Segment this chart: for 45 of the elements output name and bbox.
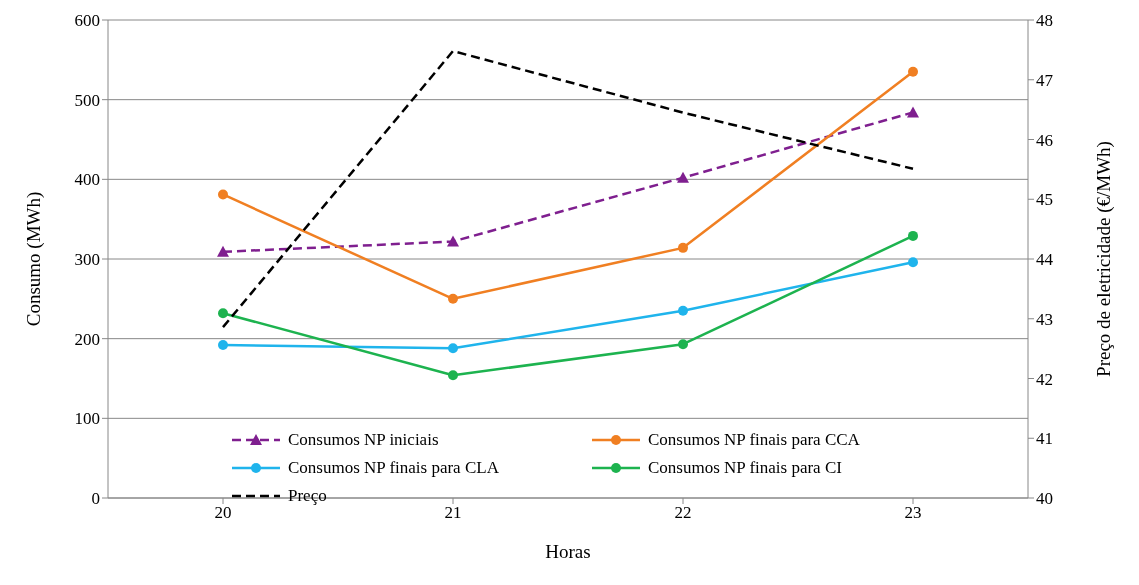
- point: [218, 189, 228, 200]
- y2-tick-label: 46: [1036, 130, 1053, 150]
- y-tick-label: 600: [74, 11, 100, 31]
- point: [218, 340, 228, 351]
- y-tick-label: 500: [74, 90, 100, 110]
- legend-label: Consumos NP finais para CLA: [288, 458, 499, 478]
- point: [448, 370, 458, 381]
- y-tick-label: 300: [74, 250, 100, 270]
- y2-tick-label: 45: [1036, 190, 1053, 210]
- point: [677, 171, 689, 183]
- y-tick-label: 0: [91, 489, 100, 509]
- line-series: [221, 49, 915, 329]
- legend-label: Preço: [288, 486, 327, 506]
- point: [678, 339, 688, 350]
- y-tick-label: 200: [74, 329, 100, 349]
- point: [908, 257, 918, 268]
- point: [448, 343, 458, 354]
- legend-label: Consumos NP finais para CCA: [648, 430, 860, 450]
- y-tick-label: 400: [74, 170, 100, 190]
- x-tick-label: 23: [904, 503, 922, 523]
- x-axis-title: Horas: [545, 541, 591, 562]
- x-tick-label: 21: [444, 503, 462, 523]
- y2-tick-label: 47: [1036, 70, 1054, 90]
- legend-label: Consumos NP finais para CI: [648, 458, 842, 478]
- y2-axis-title: Preço de eletricidade (€/MWh): [1092, 141, 1115, 377]
- legend-label: Consumos NP iniciais: [288, 430, 439, 450]
- x-tick-label: 20: [214, 503, 232, 523]
- y2-tick-label: 41: [1036, 429, 1053, 449]
- point: [447, 235, 459, 247]
- y-tick-label: 100: [74, 409, 100, 429]
- y2-tick-label: 42: [1036, 369, 1053, 389]
- y2-tick-label: 43: [1036, 309, 1053, 329]
- y2-tick-label: 40: [1036, 489, 1053, 509]
- point: [908, 230, 918, 241]
- point: [908, 66, 918, 77]
- y2-tick-label: 48: [1036, 11, 1053, 31]
- x-tick-label: 22: [674, 503, 692, 523]
- y-axis-title: Consumo (MWh): [22, 191, 45, 327]
- y2-tick-label: 44: [1036, 250, 1054, 270]
- point: [218, 308, 228, 319]
- point: [217, 245, 229, 257]
- point: [907, 106, 919, 118]
- point: [448, 293, 458, 304]
- point: [678, 242, 688, 253]
- point: [678, 305, 688, 316]
